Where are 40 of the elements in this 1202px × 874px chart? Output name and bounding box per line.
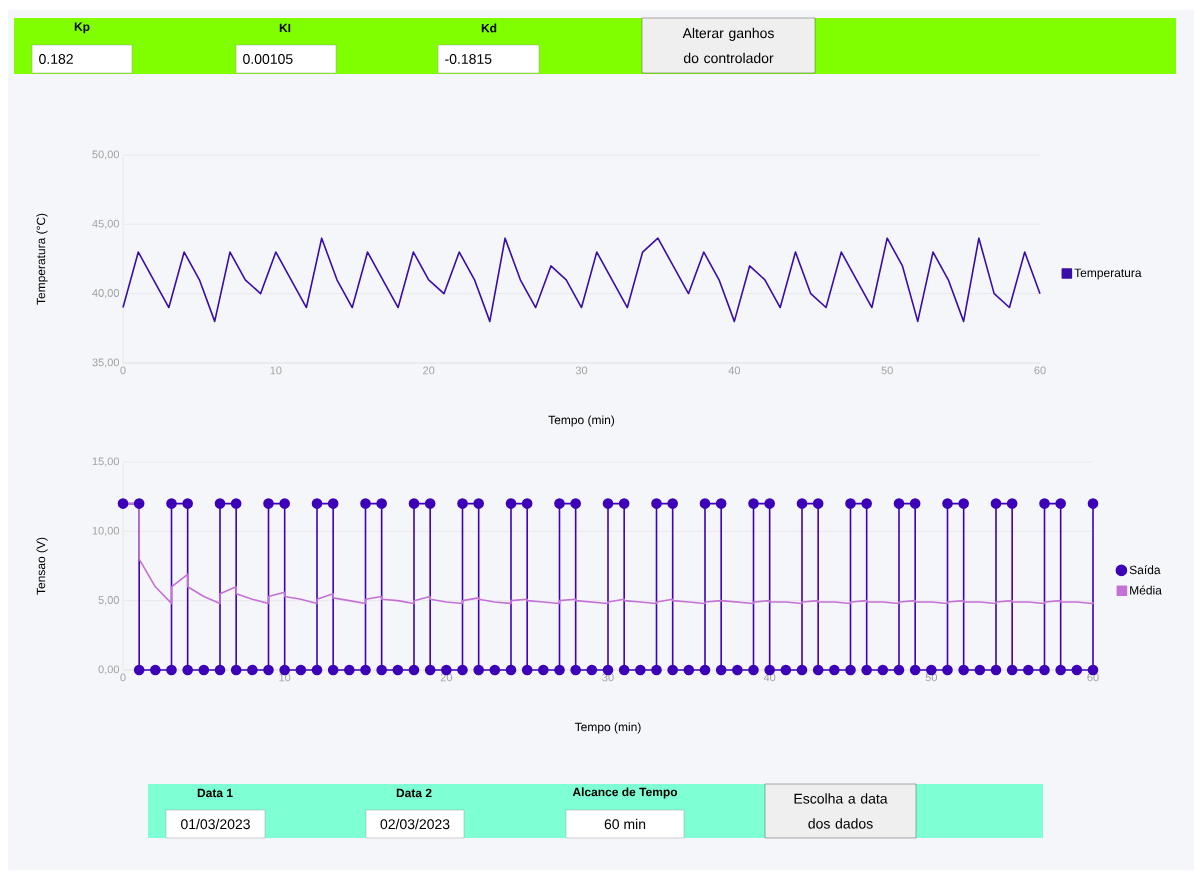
y-axis-title: Temperatura (°C)	[36, 213, 48, 305]
text: 0.00105	[243, 54, 293, 64]
x-tick-label: 40	[728, 366, 741, 375]
text: 01/03/2023	[181, 818, 250, 830]
y-tick-label: 35,00	[92, 358, 120, 368]
text: 0.182	[39, 54, 73, 64]
x-tick-label: 10	[279, 673, 291, 682]
x-tick-label: 30	[575, 366, 588, 375]
text: Data 2	[396, 788, 432, 798]
text: Kp	[74, 22, 90, 34]
x-tick-label: 50	[881, 366, 893, 375]
x-tick-label: 20	[423, 366, 435, 375]
text: Alcance de Tempo	[572, 787, 678, 799]
y-tick-label: 50,00	[92, 150, 120, 160]
x-tick-label: 40	[763, 673, 776, 682]
text: 60 min	[604, 818, 646, 830]
text: Escolha a data dos dados	[794, 793, 888, 829]
text: KI	[279, 23, 291, 33]
y-tick-label: 0,00	[98, 665, 120, 675]
x-axis-title: Tempo (min)	[574, 722, 641, 734]
x-axis-title: Tempo (min)	[548, 415, 615, 427]
y-tick-label: 10,00	[92, 526, 120, 536]
text: Alterar ganhos do controlador	[682, 27, 774, 64]
legend-label: Saída	[1129, 565, 1161, 575]
line-series	[122, 237, 1041, 323]
text: -0.1815	[445, 54, 492, 64]
x-tick-label: 0	[120, 366, 126, 375]
y-tick-label: 45,00	[92, 219, 120, 229]
y-axis-title: Tensao (V)	[36, 537, 48, 595]
text: Kd	[481, 23, 497, 33]
text: Data 1	[197, 788, 233, 798]
legend-label: Média	[1130, 585, 1162, 595]
legend-label: Temperatura	[1074, 268, 1142, 280]
x-tick-label: 10	[270, 366, 282, 375]
x-tick-label: 60	[1034, 366, 1046, 375]
x-tick-label: 0	[120, 673, 126, 682]
y-tick-label: 40,00	[92, 289, 120, 299]
y-tick-label: 5,00	[98, 596, 120, 606]
y-tick-label: 15,00	[92, 457, 120, 467]
text: 02/03/2023	[380, 818, 450, 830]
